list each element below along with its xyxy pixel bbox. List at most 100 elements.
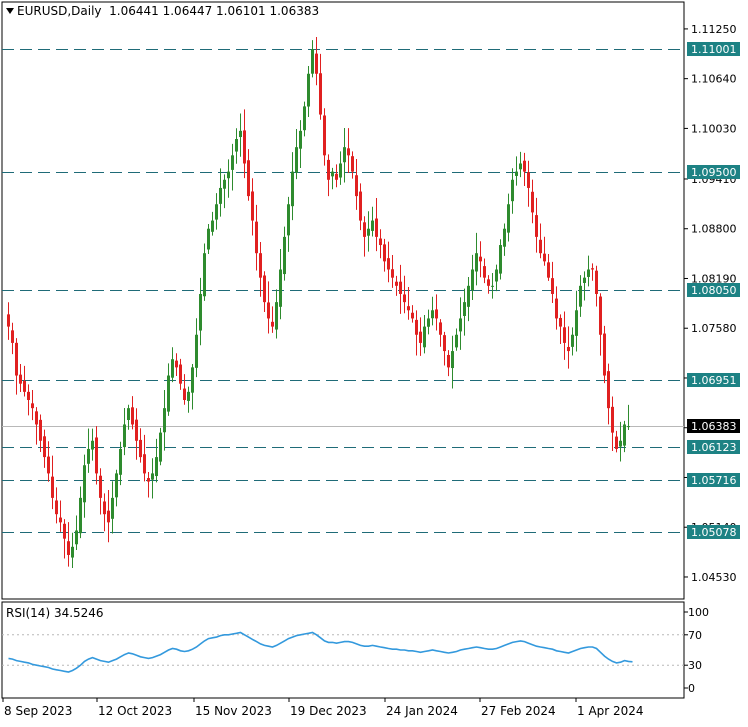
collapse-triangle-icon[interactable] [6, 7, 14, 14]
candle-body [131, 407, 134, 425]
candle-body [375, 218, 378, 237]
candle-body [595, 270, 598, 294]
candle-body [291, 171, 294, 207]
candle-body [11, 330, 14, 343]
rsi-tick-label: 30 [688, 659, 702, 672]
candle-body [179, 364, 182, 384]
candle-body [215, 204, 218, 220]
level-label: 1.11001 [691, 43, 737, 56]
date-label: 1 Apr 2024 [577, 704, 644, 718]
candle-body [203, 253, 206, 297]
candle-body [163, 408, 166, 433]
candle-body [579, 285, 582, 307]
candle-body [547, 262, 550, 278]
price-tick-label: 1.11250 [691, 23, 737, 36]
candle-body [35, 411, 38, 425]
candle-body [175, 360, 178, 368]
candle-body [19, 374, 22, 384]
candle-body [495, 269, 498, 282]
candle-body [607, 371, 610, 409]
date-label: 15 Nov 2023 [195, 704, 272, 718]
candle-body [91, 440, 94, 450]
level-label: 1.08050 [691, 284, 737, 297]
candle-body [519, 163, 522, 170]
candle-body [63, 523, 66, 539]
candle-body [335, 173, 338, 180]
candle-body [263, 275, 266, 303]
rsi-panel-frame [1, 601, 685, 699]
candle-body [543, 253, 546, 262]
candle-body [563, 327, 566, 343]
candle-body [319, 73, 322, 115]
rsi-tick-label: 0 [688, 682, 695, 695]
candle-body [387, 258, 390, 270]
candle-body [83, 465, 86, 503]
candle-body [351, 156, 354, 172]
candle-body [235, 139, 238, 152]
level-label-box [687, 373, 740, 387]
candle-body [147, 478, 150, 482]
candle-body [511, 179, 514, 202]
candle-body [247, 160, 250, 197]
candle-body [23, 380, 26, 392]
candle-body [551, 278, 554, 294]
candle-body [527, 172, 530, 188]
date-label: 12 Oct 2023 [98, 704, 172, 718]
candle-body [343, 147, 346, 163]
candle-body [139, 439, 142, 458]
candle-body [327, 159, 330, 180]
candle-body [423, 326, 426, 348]
candle-body [107, 510, 110, 523]
candle-body [243, 130, 246, 164]
candle-body [403, 294, 406, 303]
chart-header: EURUSD,Daily 1.06441 1.06447 1.06101 1.0… [6, 4, 319, 18]
candle-body [539, 239, 542, 254]
candle-body [583, 277, 586, 283]
candle-body [31, 403, 34, 409]
date-label: 8 Sep 2023 [4, 704, 72, 718]
price-tick-label: 1.10030 [691, 122, 737, 135]
candle-body [347, 148, 350, 156]
candle-body [15, 342, 18, 376]
candle-body [599, 296, 602, 335]
candle-body [95, 437, 98, 474]
price-panel-frame [1, 1, 685, 600]
rsi-label: RSI(14) 34.5246 [6, 606, 104, 620]
level-label: 1.05716 [691, 474, 737, 487]
candle-body [331, 171, 334, 177]
candle-body [299, 130, 302, 149]
candle-body [459, 318, 462, 332]
candle-body [231, 155, 234, 170]
level-label-box [687, 473, 740, 487]
candle-body [395, 281, 398, 286]
candle-body [87, 448, 90, 464]
candle-body [523, 160, 526, 172]
candle-body [119, 448, 122, 475]
candle-body [123, 424, 126, 448]
candle-body [155, 457, 158, 477]
candle-body [183, 388, 186, 400]
candle-body [311, 49, 314, 74]
candle-body [419, 331, 422, 343]
candle-body [447, 354, 450, 368]
candle-body [627, 426, 630, 428]
candle-body [191, 367, 194, 393]
candle-body [255, 221, 258, 254]
level-label: 1.09500 [691, 166, 737, 179]
candle-body [467, 285, 470, 307]
candle-body [211, 220, 214, 232]
candle-body [27, 391, 30, 400]
date-label: 19 Dec 2023 [290, 704, 367, 718]
level-label-box [687, 525, 740, 539]
candle-body [199, 293, 202, 331]
candle-body [143, 454, 146, 474]
current-price-box [687, 419, 740, 433]
candle-body [151, 473, 154, 480]
candle-body [363, 222, 366, 237]
price-tick-label: 1.07580 [691, 322, 737, 335]
candle-body [455, 334, 458, 348]
level-label-box [687, 42, 740, 56]
candle-body [275, 302, 278, 330]
